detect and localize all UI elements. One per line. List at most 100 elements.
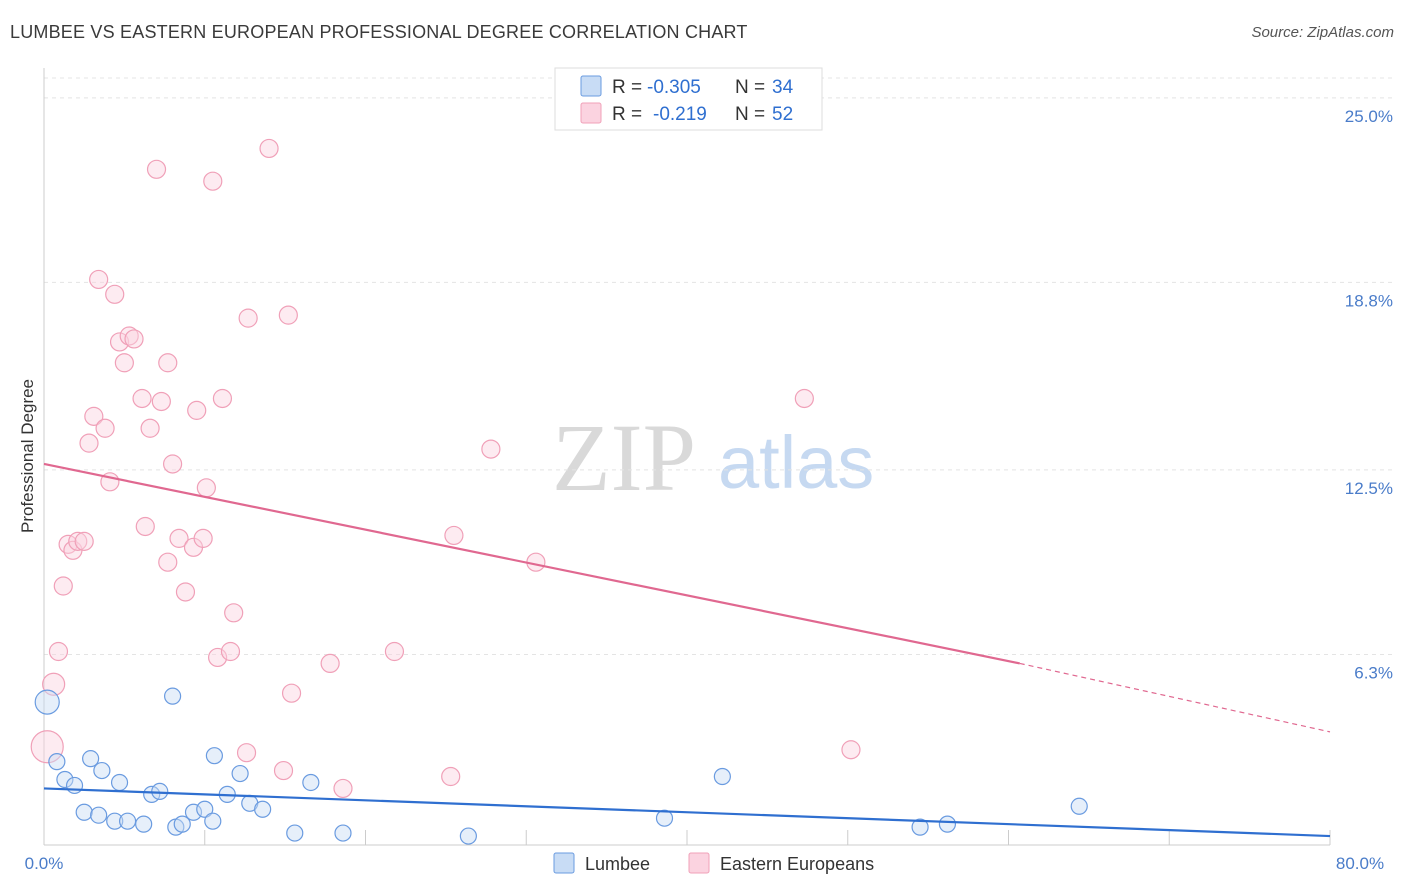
eastern-point-6 (68, 531, 88, 551)
eastern-point-41 (278, 305, 298, 325)
y-tick-label-3: 25.0% (1345, 107, 1393, 126)
eastern-point-40 (273, 760, 294, 781)
eastern-points (30, 138, 861, 799)
eastern-point-32 (203, 171, 223, 191)
eastern-point-13 (105, 284, 125, 304)
lumbee-point-9 (110, 773, 129, 792)
lumbee-point-16 (173, 815, 191, 833)
eastern-point-8 (79, 433, 99, 453)
eastern-point-38 (238, 308, 258, 328)
eastern-point-10 (89, 269, 109, 290)
grid-lines (44, 77, 1395, 655)
lumbee-point-24 (254, 800, 272, 818)
eastern-point-35 (220, 641, 241, 662)
legend-n-value-eastern: 52 (772, 104, 793, 125)
lumbee-point-32 (938, 815, 957, 833)
chart-title: LUMBEE VS EASTERN EUROPEAN PROFESSIONAL … (10, 22, 748, 42)
eastern-point-42 (281, 683, 302, 703)
lumbee-point-27 (334, 824, 352, 842)
eastern-point-18 (132, 388, 152, 409)
lumbee-point-8 (106, 812, 124, 830)
eastern-point-37 (236, 743, 257, 763)
eastern-trend-line-dashed (1019, 662, 1331, 733)
eastern-trend-line (43, 462, 1020, 665)
legend-r-label-lumbee: R = (612, 77, 642, 98)
trend-lines (43, 462, 1331, 838)
lumbee-point-11 (135, 815, 153, 833)
legend-n-label-lumbee: N = (735, 77, 765, 98)
y-tick-label-0: 6.3% (1354, 663, 1393, 682)
lumbee-point-4 (75, 803, 93, 821)
y-axis-label: Professional Degree (18, 379, 37, 533)
eastern-point-15 (114, 353, 134, 373)
eastern-point-2 (48, 641, 69, 662)
legend-r-value-lumbee: -0.305 (647, 77, 701, 98)
eastern-point-23 (158, 552, 178, 572)
lumbee-point-10 (118, 812, 137, 830)
eastern-point-25 (163, 454, 183, 474)
eastern-point-30 (193, 528, 213, 548)
lumbee-point-29 (655, 809, 674, 827)
lumbee-point-14 (164, 687, 182, 705)
eastern-point-17 (124, 329, 144, 349)
eastern-point-39 (259, 138, 279, 159)
lumbee-point-22 (231, 764, 249, 783)
bottom-legend-swatch-eastern (688, 852, 710, 874)
eastern-point-22 (151, 391, 171, 412)
lumbee-point-28 (459, 827, 477, 845)
eastern-point-19 (135, 516, 155, 537)
eastern-point-43 (320, 653, 340, 674)
x-ticks (43, 830, 1331, 845)
eastern-point-0 (30, 730, 64, 764)
lumbee-point-17 (184, 803, 203, 821)
eastern-point-27 (175, 582, 196, 602)
legend-swatch-eastern (580, 102, 602, 124)
lumbee-point-18 (196, 800, 214, 818)
eastern-point-14 (109, 332, 130, 352)
eastern-point-48 (481, 439, 501, 459)
lumbee-points (34, 687, 1088, 845)
eastern-point-36 (224, 603, 244, 623)
eastern-point-47 (444, 525, 464, 546)
eastern-point-20 (140, 418, 160, 438)
bottom-legend-label-lumbee: Lumbee (585, 854, 650, 874)
eastern-point-29 (187, 400, 207, 420)
lumbee-point-26 (302, 773, 320, 792)
bottom-legend: Lumbee Eastern Europeans (553, 852, 874, 874)
lumbee-point-1 (48, 753, 66, 771)
lumbee-point-31 (911, 818, 929, 836)
eastern-point-24 (158, 353, 178, 373)
eastern-point-21 (146, 159, 167, 179)
eastern-point-9 (84, 406, 104, 426)
legend-swatch-lumbee (580, 75, 602, 97)
lumbee-point-20 (205, 747, 223, 765)
lumbee-point-6 (90, 806, 108, 824)
lumbee-point-0 (34, 689, 60, 715)
lumbee-point-5 (82, 750, 100, 768)
chart-source: Source: ZipAtlas.com (1251, 24, 1394, 41)
eastern-point-34 (212, 388, 233, 409)
lumbee-point-19 (204, 812, 222, 830)
legend-r-value-eastern: -0.219 (653, 104, 707, 125)
eastern-point-11 (95, 418, 115, 438)
eastern-point-26 (169, 528, 189, 548)
watermark-atlas: atlas (718, 421, 874, 504)
lumbee-point-2 (56, 770, 74, 789)
x-tick-label-min: 0.0% (25, 854, 64, 873)
eastern-point-3 (53, 576, 73, 596)
y-tick-labels: 6.3% 12.5% 18.8% 25.0% (1345, 107, 1393, 683)
lumbee-point-3 (65, 776, 84, 795)
y-tick-label-1: 12.5% (1345, 479, 1393, 498)
eastern-point-45 (384, 641, 405, 662)
legend-n-value-lumbee: 34 (772, 77, 794, 98)
eastern-point-7 (74, 531, 94, 551)
eastern-point-46 (441, 766, 461, 787)
lumbee-point-7 (93, 761, 111, 780)
lumbee-point-33 (1070, 797, 1088, 815)
legend-box: R = -0.305 N = 34 R = -0.219 N = 52 (554, 67, 823, 131)
eastern-point-50 (794, 388, 814, 409)
x-tick-label-max: 80.0% (1336, 854, 1384, 873)
lumbee-point-13 (151, 782, 169, 800)
lumbee-point-25 (286, 824, 304, 842)
